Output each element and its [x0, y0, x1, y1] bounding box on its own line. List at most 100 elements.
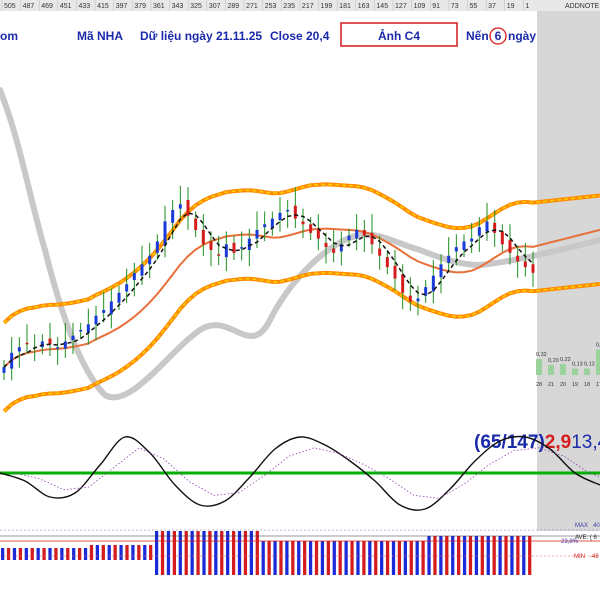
volume-bar-42: [249, 531, 253, 575]
min-value: -48: [590, 554, 599, 560]
volume-bar-29: [172, 531, 177, 575]
image-label: Ảnh C4: [378, 28, 420, 43]
candle-body-9: [71, 335, 75, 340]
candle-body-60: [462, 241, 466, 250]
volume-bar-36: [214, 531, 218, 575]
max-label: MAX: [575, 523, 588, 529]
volume-bar-41: [243, 531, 248, 575]
candle-body-55: [424, 287, 428, 296]
top-tick-24: 73: [451, 3, 459, 10]
candle-body-62: [477, 227, 481, 236]
candle-body-30: [232, 242, 236, 253]
max-value: 40: [593, 523, 600, 529]
band-lower: [2, 270, 600, 413]
volume-bar-73: [433, 536, 437, 575]
volume-bar-45: [267, 541, 271, 575]
top-tick-18: 181: [339, 3, 351, 10]
volume-bar-35: [208, 531, 212, 575]
top-tick-22: 109: [414, 3, 426, 10]
volume-bar-39: [231, 531, 236, 575]
mini-bar-0: [536, 359, 542, 375]
candle-body-53: [408, 295, 412, 302]
candle-body-63: [485, 221, 489, 232]
volume-bar-51: [303, 541, 307, 575]
candle-body-42: [324, 242, 328, 248]
top-tick-23: 91: [432, 3, 440, 10]
volume-bar-24: [143, 545, 147, 560]
top-tick-14: 253: [265, 3, 277, 10]
volume-bar-55: [326, 541, 330, 575]
top-tick-15: 235: [283, 3, 295, 10]
candle-body-2: [17, 347, 21, 352]
candle-body-14: [109, 301, 113, 315]
candle-body-34: [263, 224, 267, 228]
candle-body-32: [247, 238, 251, 250]
candle-body-65: [500, 231, 504, 245]
candle-body-7: [56, 347, 60, 349]
candle-body-12: [94, 315, 98, 325]
osc-count: (65/147): [474, 432, 545, 453]
volume-bar-62: [368, 541, 372, 575]
volume-bar-14: [83, 548, 88, 560]
mini-label-0: 28: [536, 382, 542, 388]
mini-bar-2: [560, 364, 566, 375]
volume-bar-33: [196, 531, 200, 575]
gray-curve: [0, 87, 600, 401]
candle-body-69: [531, 264, 535, 273]
close-label: Close 20,4: [270, 29, 330, 43]
addnote-label[interactable]: ADDNOTE: [565, 3, 600, 10]
volume-bar-69: [409, 541, 413, 575]
candle-body-52: [401, 274, 405, 293]
top-tick-8: 361: [153, 3, 165, 10]
volume-bar-82: [486, 536, 490, 575]
volume-bar-17: [101, 545, 105, 560]
volume-bar-78: [462, 536, 467, 575]
candle-body-46: [355, 230, 359, 239]
candle-body-15: [117, 292, 121, 303]
volume-bar-46: [273, 541, 277, 575]
volume-bar-79: [468, 536, 473, 575]
candle-body-54: [416, 298, 420, 302]
volume-bar-15: [89, 545, 94, 560]
volume-bar-27: [160, 531, 165, 575]
volume-bar-52: [308, 541, 313, 575]
volume-bar-80: [474, 536, 479, 575]
volume-bar-83: [492, 536, 496, 575]
mini-label-4: 18: [584, 382, 590, 388]
band-upper-dash: [3, 183, 600, 324]
candle-body-31: [240, 247, 244, 249]
top-tick-6: 397: [116, 3, 128, 10]
top-tick-0: 505: [4, 3, 16, 10]
candle-body-19: [148, 255, 152, 265]
image-label-box[interactable]: [340, 22, 458, 47]
volume-bar-13: [77, 548, 82, 560]
candle-body-20: [155, 241, 159, 253]
volume-bar-47: [279, 541, 283, 575]
dashed-ma-line: [3, 212, 534, 368]
symbol-label: Mã NHA: [77, 29, 123, 43]
candle-body-29: [224, 244, 228, 258]
volume-bar-66: [391, 541, 396, 575]
candle-body-41: [316, 230, 320, 239]
future-shade: [537, 11, 600, 531]
top-tick-1: 487: [23, 3, 35, 10]
candle-body-8: [63, 341, 67, 349]
volume-bar-50: [297, 541, 301, 575]
data-date-label: Dữ liệu ngày 21.11.25: [140, 29, 262, 43]
top-tick-11: 307: [209, 3, 221, 10]
ma-dash-path: [3, 212, 534, 368]
volume-bar-84: [498, 536, 502, 575]
volume-bar-57: [338, 541, 342, 575]
candle-body-64: [493, 222, 497, 233]
volume-bar-64: [380, 541, 384, 575]
candle-body-66: [508, 240, 512, 253]
candle-body-43: [332, 248, 336, 253]
mini-bar-1: [548, 365, 554, 375]
volume-bar-10: [60, 548, 64, 560]
candle-body-49: [378, 248, 382, 256]
min-label: MIN: [574, 554, 585, 560]
candle-body-56: [431, 275, 435, 292]
top-tick-17: 199: [321, 3, 333, 10]
volume-bar-23: [137, 545, 141, 560]
